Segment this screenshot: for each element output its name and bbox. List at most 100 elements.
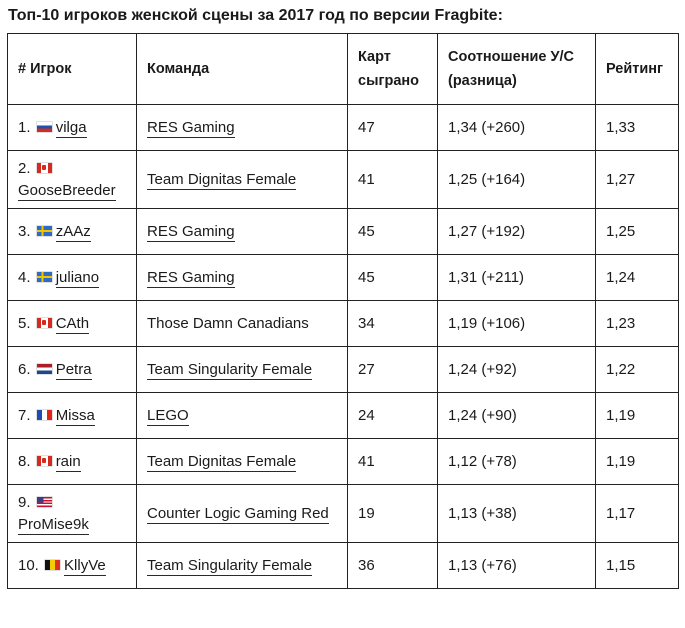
header-team-label: Команда xyxy=(147,61,210,77)
player-rank: 10. xyxy=(18,556,39,574)
kd-ratio: 1,13 (+38) xyxy=(448,504,517,522)
header-maps-label-line2: сыграно xyxy=(358,73,420,89)
maps-played: 24 xyxy=(358,406,375,424)
cell-player: 5. CAth xyxy=(7,300,137,347)
ca-flag-icon xyxy=(36,317,52,328)
maps-played: 45 xyxy=(358,222,375,240)
header-kd-label-line1: Соотношение У/С xyxy=(448,49,574,65)
player-link[interactable]: Missa xyxy=(55,406,95,426)
player-rank: 1. xyxy=(18,118,31,136)
kd-ratio: 1,25 (+164) xyxy=(448,170,526,188)
rating-value: 1,19 xyxy=(606,406,636,424)
player-rank: 3. xyxy=(18,222,31,240)
player-rank: 8. xyxy=(18,452,31,470)
rating-value: 1,23 xyxy=(606,314,636,332)
cell-team: Counter Logic Gaming Red xyxy=(136,484,348,543)
team-link[interactable]: Team Dignitas Female xyxy=(147,452,297,472)
cell-kd: 1,27 (+192) xyxy=(437,208,596,255)
player-link[interactable]: vilga xyxy=(55,118,87,138)
cell-kd: 1,24 (+90) xyxy=(437,392,596,439)
header-maps-label-line1: Карт xyxy=(358,49,391,65)
cell-maps: 41 xyxy=(347,150,438,209)
fr-flag-icon xyxy=(36,409,52,420)
cell-maps: 47 xyxy=(347,104,438,151)
team-link[interactable]: Team Singularity Female xyxy=(147,360,313,380)
team-link[interactable]: RES Gaming xyxy=(147,268,235,288)
cell-maps: 36 xyxy=(347,542,438,589)
table-row: 9. ProMise9k Counter Logic Gaming Red 19 1,… xyxy=(7,484,679,543)
cell-player: 8. rain xyxy=(7,438,137,485)
player-rank: 4. xyxy=(18,268,31,286)
player-link[interactable]: juliano xyxy=(55,268,100,288)
header-kd-label-line2: (разница) xyxy=(448,73,517,89)
cell-maps: 24 xyxy=(347,392,438,439)
team-link[interactable]: Team Singularity Female xyxy=(147,556,313,576)
cell-player: 1. vilga xyxy=(7,104,137,151)
cell-player: 6. Petra xyxy=(7,346,137,393)
player-rank: 9. xyxy=(18,493,31,511)
header-player: # Игрок xyxy=(7,33,137,105)
cell-rating: 1,19 xyxy=(595,392,679,439)
rating-value: 1,22 xyxy=(606,360,636,378)
cell-team: RES Gaming xyxy=(136,254,348,301)
player-link[interactable]: zAAz xyxy=(55,222,91,242)
cell-maps: 45 xyxy=(347,208,438,255)
kd-ratio: 1,24 (+90) xyxy=(448,406,517,424)
cell-team: Those Damn Canadians xyxy=(136,300,348,347)
table-row: 10. KllyVe Team Singularity Female 36 1,13 … xyxy=(7,542,679,589)
cell-team: LEGO xyxy=(136,392,348,439)
kd-ratio: 1,12 (+78) xyxy=(448,452,517,470)
cell-player: 10. KllyVe xyxy=(7,542,137,589)
maps-played: 34 xyxy=(358,314,375,332)
cell-rating: 1,19 xyxy=(595,438,679,485)
team-link[interactable]: RES Gaming xyxy=(147,222,235,242)
player-link[interactable]: rain xyxy=(55,452,81,472)
ca-flag-icon xyxy=(36,455,52,466)
team-link[interactable]: Team Dignitas Female xyxy=(147,170,297,190)
table-row: 2. GooseBreeder Team Dignitas Female 41 1,2… xyxy=(7,150,679,209)
cell-kd: 1,24 (+92) xyxy=(437,346,596,393)
team-name: Those Damn Canadians xyxy=(147,314,309,332)
kd-ratio: 1,27 (+192) xyxy=(448,222,526,240)
team-link[interactable]: LEGO xyxy=(147,406,189,426)
player-link[interactable]: Petra xyxy=(55,360,92,380)
rating-value: 1,17 xyxy=(606,504,636,522)
cell-rating: 1,17 xyxy=(595,484,679,543)
maps-played: 47 xyxy=(358,118,375,136)
cell-player: 9. ProMise9k xyxy=(7,484,137,543)
cell-player: 4. juliano xyxy=(7,254,137,301)
cell-rating: 1,24 xyxy=(595,254,679,301)
rating-value: 1,25 xyxy=(606,222,636,240)
header-rating: Рейтинг xyxy=(595,33,679,105)
team-link[interactable]: RES Gaming xyxy=(147,118,235,138)
cell-team: Team Singularity Female xyxy=(136,542,348,589)
player-link[interactable]: ProMise9k xyxy=(18,515,89,535)
cell-kd: 1,34 (+260) xyxy=(437,104,596,151)
page-title: Топ-10 игроков женской сцены за 2017 год… xyxy=(8,7,503,24)
kd-ratio: 1,34 (+260) xyxy=(448,118,526,136)
kd-ratio: 1,31 (+211) xyxy=(448,268,525,286)
table-row: 5. CAth Those Damn Canadians 34 1,19 (+106)… xyxy=(7,300,679,347)
maps-played: 41 xyxy=(358,452,375,470)
cell-kd: 1,13 (+38) xyxy=(437,484,596,543)
cell-rating: 1,27 xyxy=(595,150,679,209)
ru-flag-icon xyxy=(36,121,52,132)
cell-team: RES Gaming xyxy=(136,104,348,151)
player-link[interactable]: CAth xyxy=(55,314,90,334)
team-link[interactable]: Counter Logic Gaming Red xyxy=(147,504,329,524)
cell-kd: 1,12 (+78) xyxy=(437,438,596,485)
cell-maps: 45 xyxy=(347,254,438,301)
cell-kd: 1,19 (+106) xyxy=(437,300,596,347)
table-row: 6. Petra Team Singularity Female 27 1,24 (+… xyxy=(7,346,679,393)
cell-player: 3. zAAz xyxy=(7,208,137,255)
table-row: 4. juliano RES Gaming 45 1,31 (+211) 1,24 xyxy=(7,254,679,301)
player-link[interactable]: GooseBreeder xyxy=(18,181,116,201)
table-row: 1. vilga RES Gaming 47 1,34 (+260) 1,33 xyxy=(7,104,679,151)
cell-kd: 1,31 (+211) xyxy=(437,254,596,301)
cell-team: Team Singularity Female xyxy=(136,346,348,393)
player-link[interactable]: KllyVe xyxy=(64,556,106,576)
cell-maps: 34 xyxy=(347,300,438,347)
header-player-label: # Игрок xyxy=(18,61,72,77)
player-rank: 6. xyxy=(18,360,31,378)
